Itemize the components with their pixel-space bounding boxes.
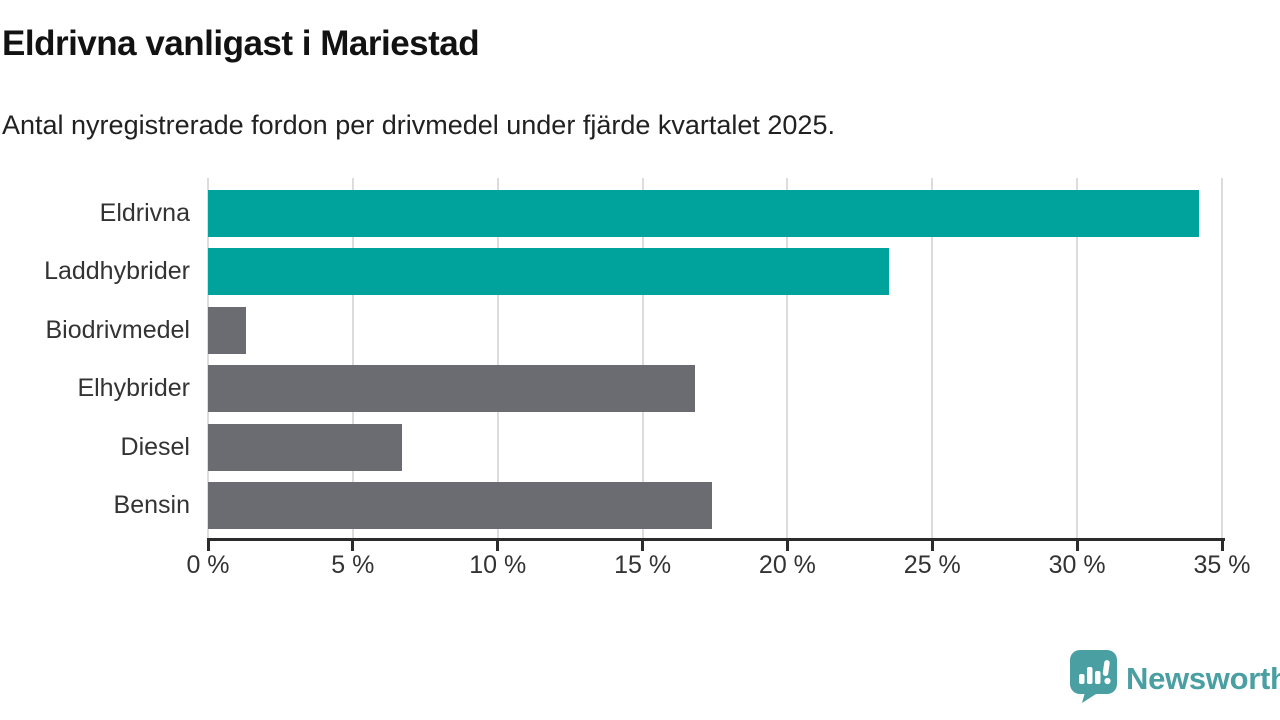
page-subtitle: Antal nyregistrerade fordon per drivmede… xyxy=(2,110,835,140)
x-tick-0pct xyxy=(206,538,210,551)
x-tick-25pct xyxy=(930,538,934,551)
category-label-bensin: Bensin xyxy=(113,491,190,519)
brand-logo: Newsworthy xyxy=(1070,650,1280,708)
gridline-0pct xyxy=(207,178,209,538)
gridline-35pct xyxy=(1221,178,1223,538)
gridline-30pct xyxy=(1076,178,1079,538)
x-tick-label-25pct: 25 % xyxy=(903,551,961,579)
x-tick-label-5pct: 5 % xyxy=(331,551,375,579)
x-tick-label-0pct: 0 % xyxy=(186,551,230,579)
bar-diesel xyxy=(208,424,403,471)
x-tick-30pct xyxy=(1075,538,1079,551)
x-tick-35pct xyxy=(1220,538,1224,551)
x-tick-15pct xyxy=(641,538,645,551)
category-label-biodrivmedel: Biodrivmedel xyxy=(45,316,190,344)
gridline-20pct xyxy=(786,178,789,538)
brand-name: Newsworthy xyxy=(1126,661,1280,696)
bar-chart-plot-area: Eldrivna Laddhybrider Biodrivmedel Elhybrid… xyxy=(44,178,1250,579)
x-tick-label-30pct: 30 % xyxy=(1048,551,1106,579)
bar-elhybrider xyxy=(208,365,695,412)
gridline-25pct xyxy=(931,178,934,538)
bar-bensin xyxy=(208,482,713,529)
x-tick-label-20pct: 20 % xyxy=(758,551,816,579)
x-tick-20pct xyxy=(785,538,789,551)
category-label-diesel: Diesel xyxy=(120,433,190,461)
gridline-10pct xyxy=(496,178,499,538)
bar-biodrivmedel xyxy=(208,307,246,354)
category-label-eldrivna: Eldrivna xyxy=(99,199,190,227)
gridline-5pct xyxy=(351,178,354,538)
newsworthy-speech-bubble-chart-icon xyxy=(1070,650,1117,708)
page-title: Eldrivna vanligast i Mariestad xyxy=(2,24,480,63)
x-tick-label-10pct: 10 % xyxy=(469,551,527,579)
bar-laddhybrider xyxy=(208,248,889,295)
x-tick-5pct xyxy=(351,538,355,551)
gridline-15pct xyxy=(641,178,644,538)
x-axis-line xyxy=(207,538,1225,541)
x-tick-label-15pct: 15 % xyxy=(614,551,672,579)
category-label-laddhybrider: Laddhybrider xyxy=(44,257,190,285)
x-tick-10pct xyxy=(496,538,500,551)
bar-eldrivna xyxy=(208,190,1199,237)
x-tick-label-35pct: 35 % xyxy=(1193,551,1251,579)
category-label-elhybrider: Elhybrider xyxy=(77,374,190,402)
